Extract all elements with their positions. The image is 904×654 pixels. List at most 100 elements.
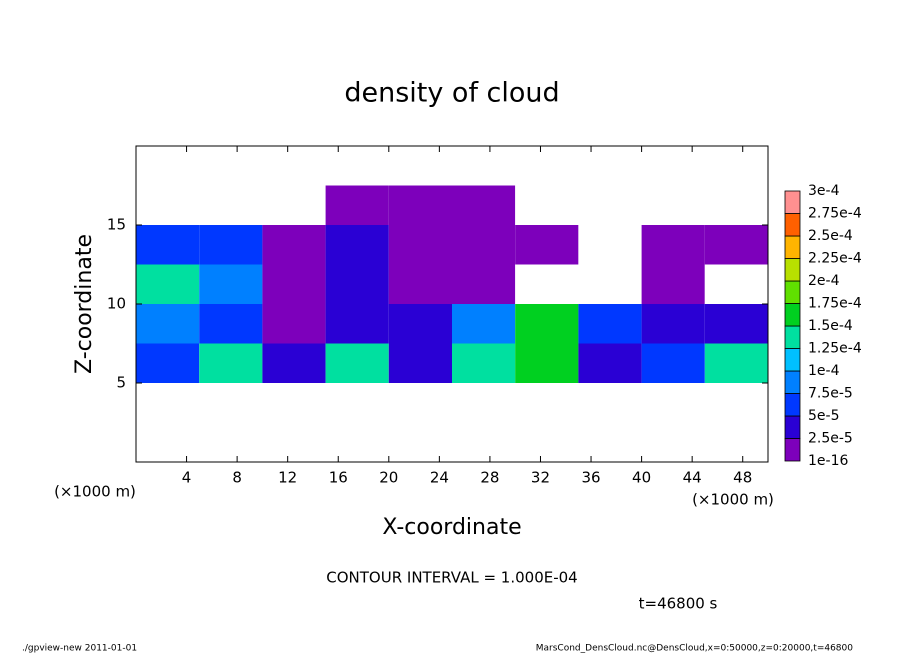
colorbar-box [784,280,801,304]
colorbar-label: 1.75e-4 [808,296,862,312]
cell [136,304,200,344]
cell [578,264,642,304]
cell [388,422,452,462]
colorbar-box [784,370,801,394]
colorbar-label: 2e-4 [808,273,840,289]
cell [388,185,452,225]
cell [641,304,705,344]
y-tick-label: 5 [116,374,126,392]
cell [704,304,768,344]
colorbar-label: 3e-4 [808,183,840,199]
cell [641,264,705,304]
cell [452,264,516,304]
cell [704,146,768,186]
cell [262,264,326,304]
cell [641,185,705,225]
cell [199,185,263,225]
x-tick-label: 20 [379,469,398,487]
y-tick-label: 15 [107,216,126,234]
cell [388,146,452,186]
colorbar-label: 1e-16 [808,453,848,469]
x-tick-label: 16 [329,469,348,487]
contour-note: CONTOUR INTERVAL = 1.000E-04 [326,569,577,587]
cell [578,422,642,462]
cell [578,185,642,225]
cell [199,383,263,423]
cell [704,383,768,423]
x-tick-label: 12 [278,469,297,487]
cell [515,264,579,304]
cell [452,225,516,265]
cell [325,225,389,265]
colorbar-box [784,190,801,214]
colorbar-label: 7.5e-5 [808,386,853,402]
cell [388,225,452,265]
colorbar-box [784,235,801,259]
y-axis-label: Z-coordinate [72,234,97,374]
x-unit: (×1000 m) [54,483,136,501]
cell [325,264,389,304]
cell [199,225,263,265]
time-note: t=46800 s [639,595,718,613]
cell [515,225,579,265]
cell [704,422,768,462]
x-unit: (×1000 m) [692,491,774,509]
cell [388,264,452,304]
cell [136,185,200,225]
cell [388,343,452,383]
cell [641,146,705,186]
cell [452,185,516,225]
cell [136,264,200,304]
colorbar-box [784,213,801,237]
footer-right: MarsCond_DensCloud.nc@DensCloud,x=0:5000… [536,644,853,654]
x-tick-label: 44 [683,469,702,487]
cell [641,383,705,423]
x-tick-label: 32 [531,469,550,487]
cell [704,343,768,383]
cell [578,304,642,344]
colorbar-label: 1.5e-4 [808,318,853,334]
cell [262,343,326,383]
cell [136,225,200,265]
cell [262,304,326,344]
cell [452,146,516,186]
cell [199,304,263,344]
cell [641,422,705,462]
cell [578,383,642,423]
cell [704,225,768,265]
colorbar-box [784,393,801,417]
colorbar-label: 2.25e-4 [808,251,862,267]
cell [515,304,579,344]
cell [325,383,389,423]
x-tick-label: 8 [232,469,242,487]
cell [641,225,705,265]
cell [515,383,579,423]
x-tick-label: 4 [182,469,192,487]
cell [704,264,768,304]
cell [325,304,389,344]
colorbar-box [784,303,801,327]
cell [515,422,579,462]
cell [325,185,389,225]
y-tick-label: 10 [107,295,126,313]
cell [262,225,326,265]
cell [704,185,768,225]
colorbar-box [784,325,801,349]
x-tick-label: 28 [480,469,499,487]
colorbar-label: 2.5e-5 [808,431,853,447]
x-tick-label: 36 [581,469,600,487]
cell [262,422,326,462]
x-tick-label: 24 [430,469,449,487]
cell [578,343,642,383]
cell [641,343,705,383]
cell [199,422,263,462]
cell [515,185,579,225]
cell [452,383,516,423]
footer-left: ./gpview-new 2011-01-01 [22,644,137,654]
cell [325,343,389,383]
colorbar-box [784,348,801,372]
cell [452,304,516,344]
cell [136,422,200,462]
colorbar-label: 1e-4 [808,363,840,379]
